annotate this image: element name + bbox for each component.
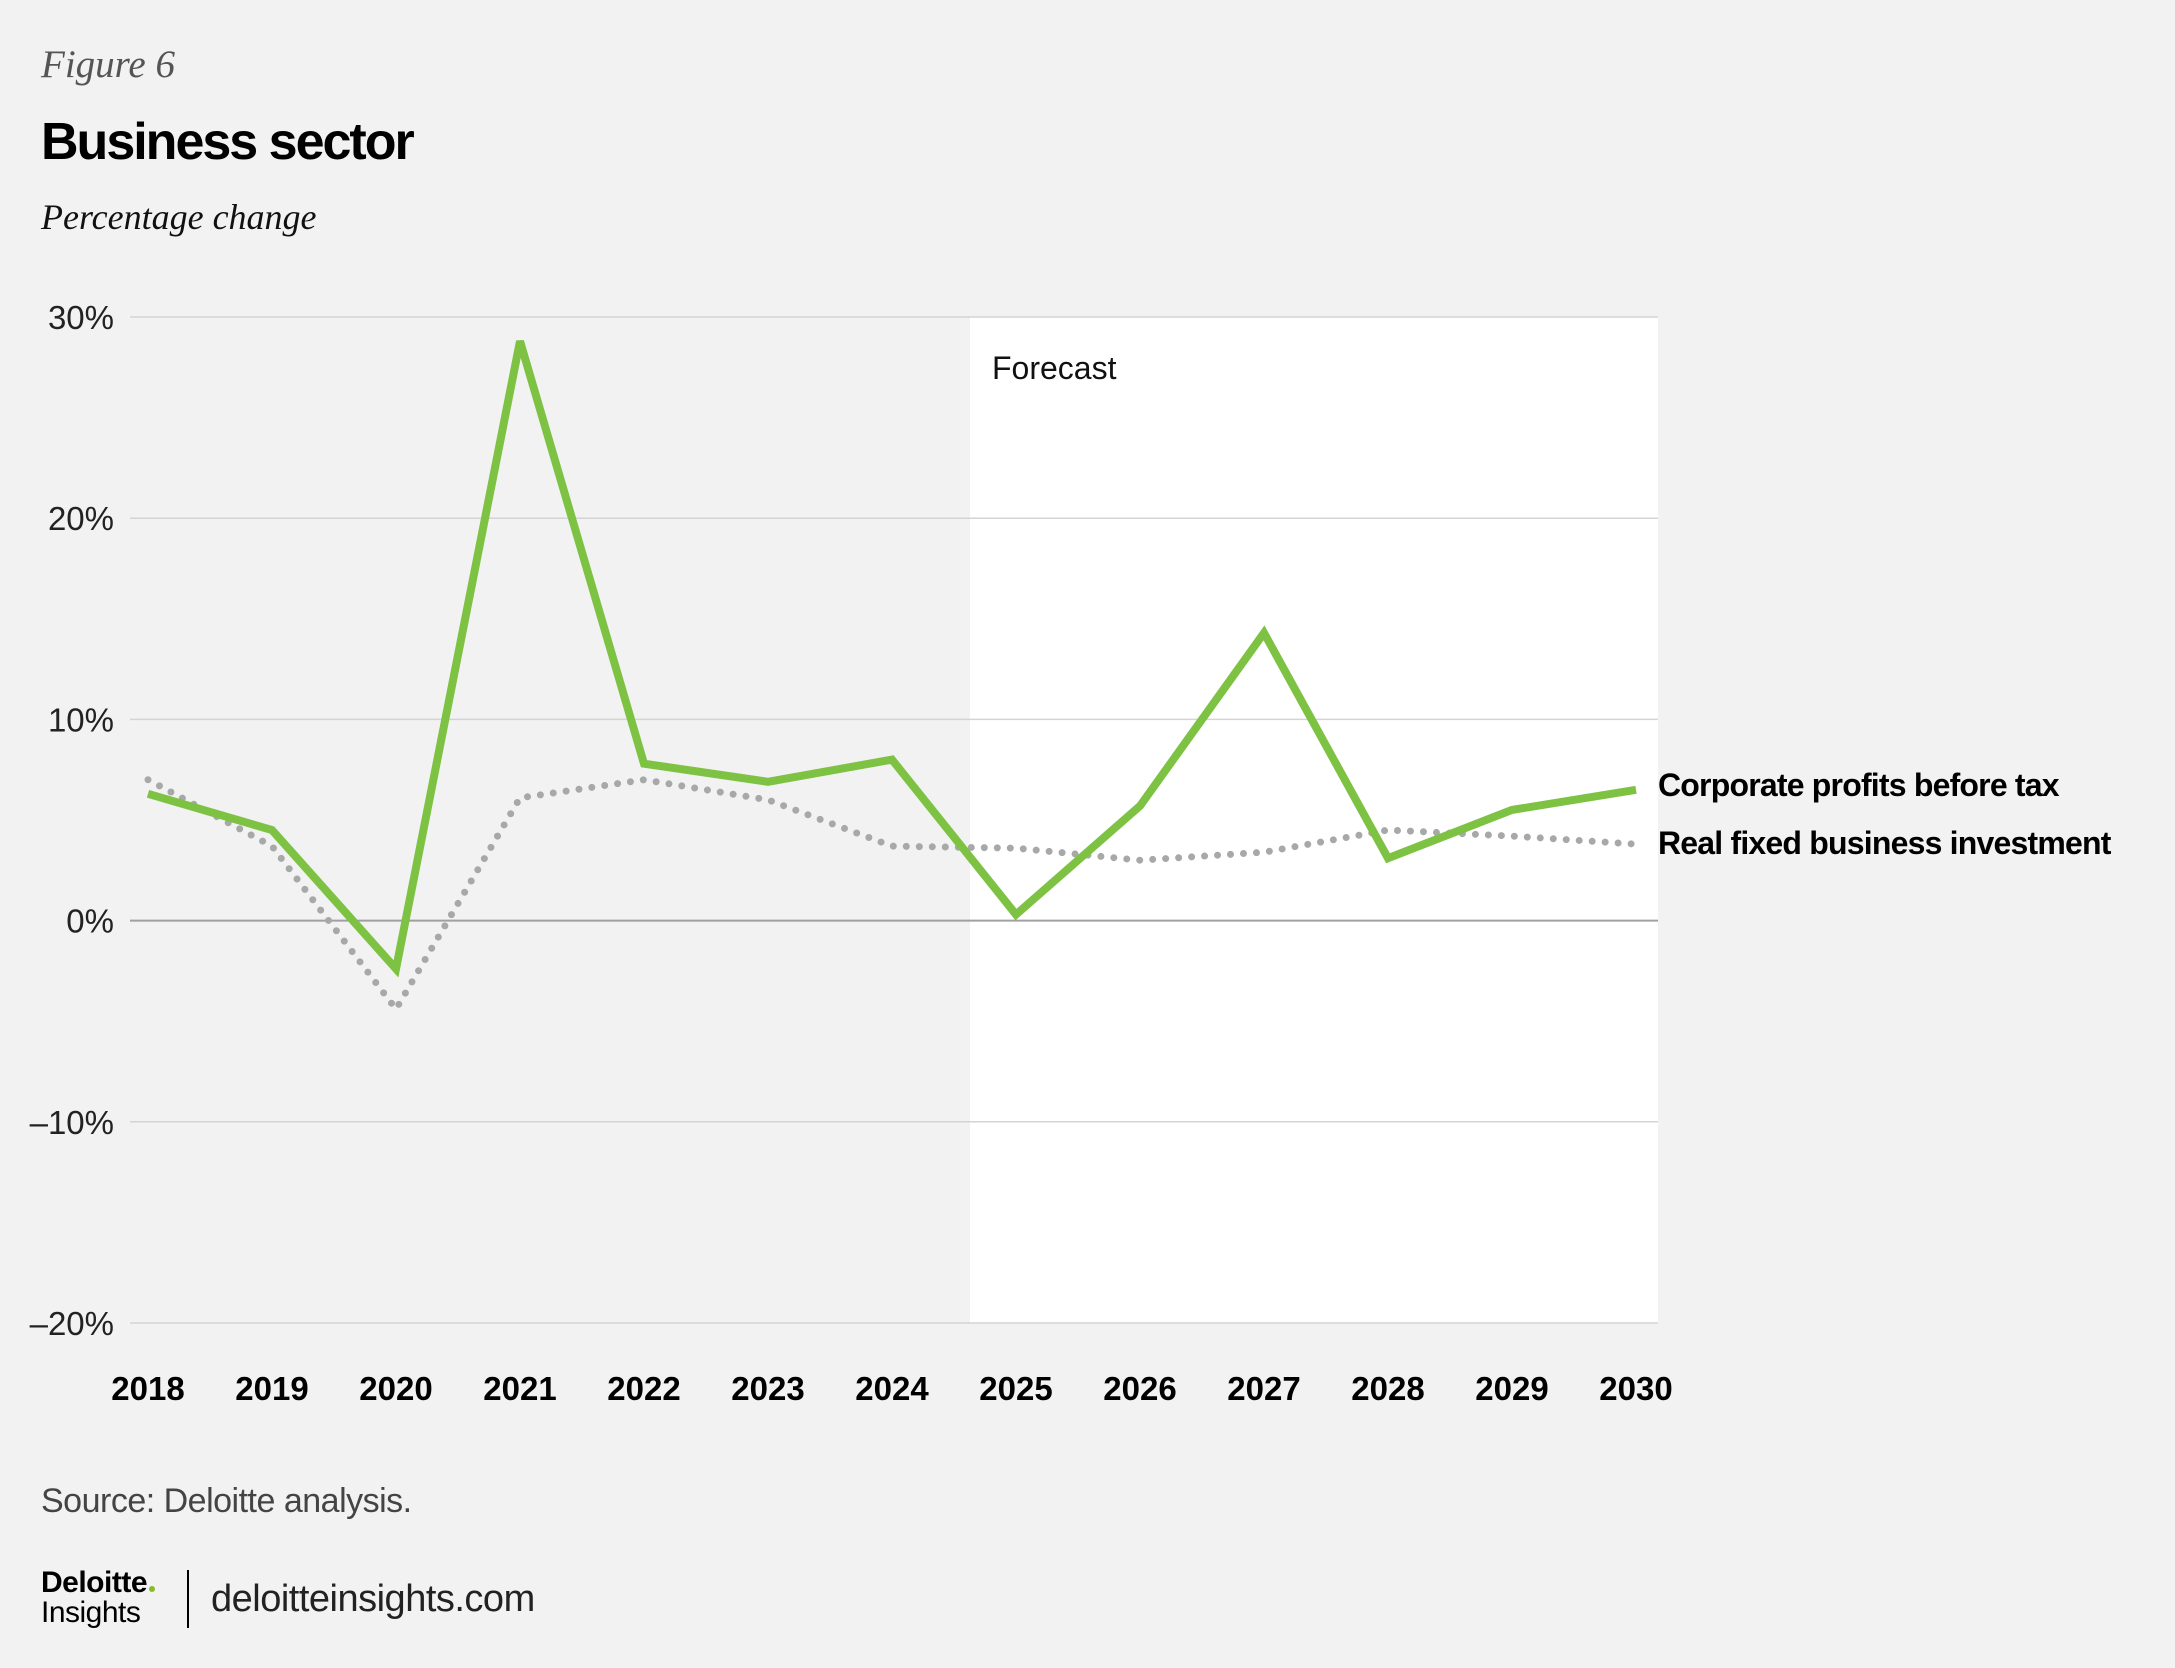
x-tick-label: 2028: [1351, 1370, 1424, 1407]
y-tick-label: 30%: [48, 299, 114, 336]
figure-label: Figure 6: [41, 43, 175, 86]
x-tick-label: 2025: [979, 1370, 1052, 1407]
y-axis: 30% 20% 10% 0% –10% –20%: [30, 299, 114, 1342]
chart-subtitle: Percentage change: [41, 197, 317, 237]
brand-url[interactable]: deloitteinsights.com: [211, 1578, 535, 1620]
series-line-corporate-profits: [146, 340, 1637, 978]
brand-logo: Deloitte: [41, 1566, 156, 1600]
x-tick-label: 2029: [1475, 1370, 1548, 1407]
legend-label: Real fixed business investment: [1658, 825, 2112, 861]
chart-title: Business sector: [41, 113, 415, 171]
x-tick-label: 2024: [855, 1370, 929, 1407]
x-tick-label: 2021: [483, 1370, 556, 1407]
y-tick-label: 10%: [48, 701, 114, 738]
x-tick-label: 2019: [235, 1370, 308, 1407]
x-tick-label: 2018: [111, 1370, 184, 1407]
x-axis: 2018 2019 2020 2021 2022 2023 2024 2025 2026 2027…: [111, 1370, 1672, 1407]
y-tick-label: –20%: [30, 1305, 114, 1342]
y-tick-label: 20%: [48, 500, 114, 537]
x-tick-label: 2030: [1599, 1370, 1672, 1407]
y-tick-label: –10%: [30, 1104, 114, 1141]
y-tick-label: 0%: [66, 903, 114, 940]
brand-subtitle: Insights: [41, 1596, 141, 1629]
legend-label: Corporate profits before tax: [1658, 767, 2060, 803]
x-tick-label: 2027: [1227, 1370, 1300, 1407]
grid-lines: [130, 316, 1658, 1324]
brand-logo-text: Deloitte: [41, 1566, 148, 1599]
series-line-real-fixed-business-investment: [144, 776, 1640, 1013]
forecast-region: [970, 317, 1658, 1323]
x-tick-label: 2023: [731, 1370, 804, 1407]
source-note: Source: Deloitte analysis.: [41, 1482, 412, 1520]
brand-divider: [187, 1570, 189, 1628]
legend: Corporate profits before tax Real fixed b…: [1658, 767, 2113, 861]
forecast-label: Forecast: [992, 350, 1117, 386]
x-tick-label: 2026: [1103, 1370, 1176, 1407]
series: [144, 340, 1640, 1013]
x-tick-label: 2020: [359, 1370, 432, 1407]
brand-dot: [149, 1586, 156, 1592]
brand-block: Deloitte Insights deloitteinsights.com: [41, 1566, 535, 1630]
x-tick-label: 2022: [607, 1370, 680, 1407]
